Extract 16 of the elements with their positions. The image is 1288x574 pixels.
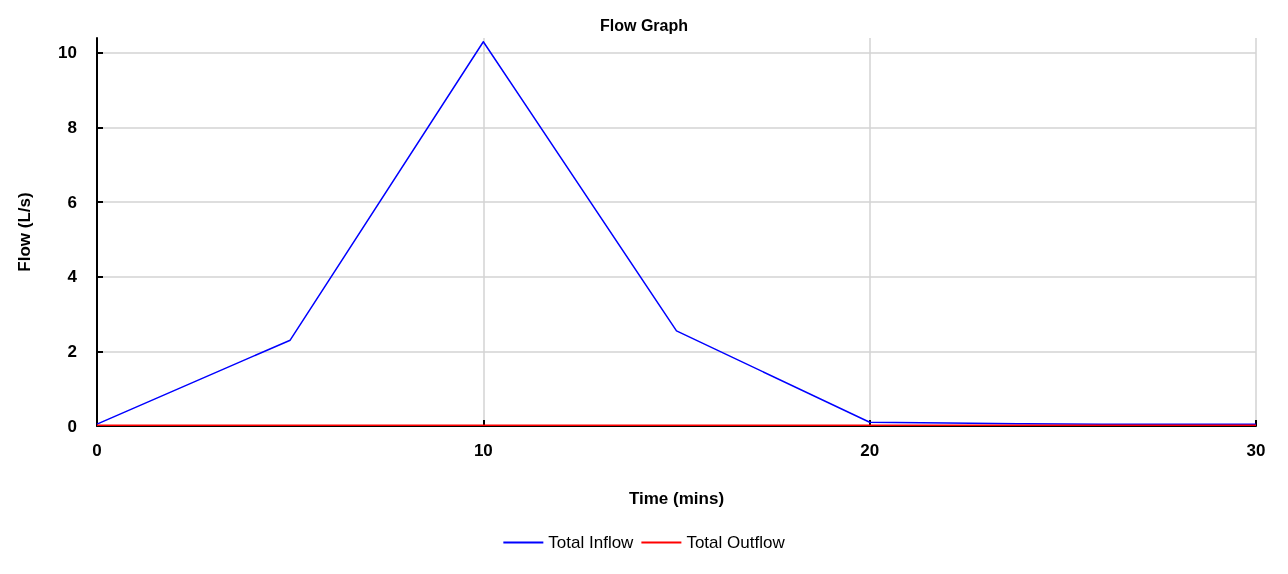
legend-label: Total Outflow [686, 533, 786, 552]
y-tick-label: 2 [67, 341, 77, 361]
chart-title: Flow Graph [600, 16, 688, 34]
y-tick-label: 4 [67, 267, 78, 287]
y-axis-title: Flow (L/s) [15, 192, 34, 272]
x-tick-label: 10 [473, 441, 493, 460]
x-tick-label: 20 [860, 441, 880, 460]
line-series [96, 40, 1257, 425]
legend-label: Total Inflow [548, 533, 635, 552]
x-axis-title: Time (mins) [628, 489, 725, 508]
x-tick-label: 30 [1246, 441, 1266, 460]
y-tick-label: 8 [67, 118, 77, 138]
x-tick-label: 0 [92, 441, 102, 460]
y-tick-label: 6 [67, 192, 77, 212]
y-tick-label: 10 [58, 43, 77, 63]
y-tick-label: 0 [67, 416, 77, 436]
